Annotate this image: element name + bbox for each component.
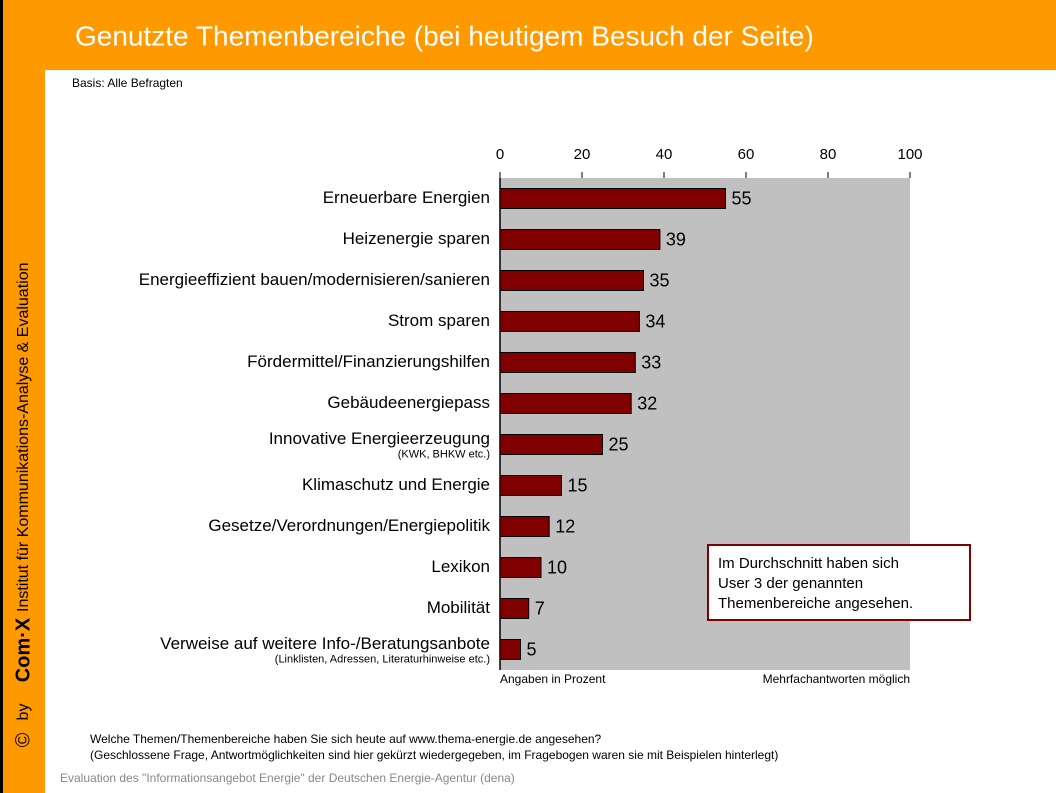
bar [499, 557, 542, 578]
annotation-line: Themenbereiche angesehen. [718, 595, 913, 612]
axis-note-left: Angaben in Prozent [500, 672, 606, 686]
subtitle: Basis: Alle Befragten [72, 76, 183, 90]
category-note: (Linklisten, Adressen, Literaturhinweise… [275, 653, 490, 665]
category-label: Lexikon [431, 557, 490, 576]
bar [499, 475, 562, 496]
question-note: (Geschlossene Frage, Antwortmöglichkeite… [90, 748, 778, 762]
bar [499, 270, 644, 291]
x-tick-label: 0 [496, 146, 504, 163]
bar [499, 393, 632, 414]
bar [499, 188, 726, 209]
footer: Evaluation des "Informationsangebot Ener… [60, 771, 515, 785]
header-band [0, 0, 1056, 70]
category-label: Gebäudeenergiepass [327, 393, 490, 412]
axis-note-right: Mehrfachantworten möglich [763, 672, 910, 686]
category-label: Mobilität [427, 598, 491, 617]
category-label: Fördermittel/Finanzierungshilfen [247, 352, 490, 371]
value-label: 33 [641, 352, 661, 372]
logo: Com·X [12, 617, 34, 682]
bar [499, 598, 530, 619]
value-label: 32 [637, 393, 657, 413]
value-label: 55 [732, 188, 752, 208]
institute: Institut für Kommunikations-Analyse & Ev… [15, 263, 32, 613]
value-label: 35 [650, 270, 670, 290]
value-label: 15 [568, 475, 588, 495]
bar [499, 516, 550, 537]
value-label: 12 [555, 516, 575, 536]
side-band [0, 0, 45, 793]
by-text: by [15, 704, 32, 721]
category-label: Innovative Energieerzeugung [269, 429, 490, 448]
x-tick-label: 60 [738, 146, 755, 163]
annotation-line: Im Durchschnitt haben sich [718, 555, 899, 572]
x-tick-label: 100 [897, 146, 922, 163]
category-label: Energieeffizient bauen/modernisieren/san… [139, 270, 490, 289]
copyright: © [12, 732, 34, 747]
bar [499, 352, 636, 373]
x-tick-label: 40 [656, 146, 673, 163]
left-edge [0, 0, 3, 793]
x-tick-label: 20 [574, 146, 591, 163]
value-label: 39 [666, 229, 686, 249]
bar [499, 311, 640, 332]
category-note: (KWK, BHKW etc.) [398, 448, 490, 460]
category-label: Erneuerbare Energien [323, 188, 490, 207]
value-label: 7 [535, 598, 545, 618]
chart-title: Genutzte Themenbereiche (bei heutigem Be… [75, 20, 814, 51]
value-label: 25 [609, 434, 629, 454]
question: Welche Themen/Themenbereiche haben Sie s… [90, 732, 602, 746]
category-label: Verweise auf weitere Info-/Beratungsanbo… [160, 634, 490, 653]
annotation-line: User 3 der genannten [718, 575, 863, 592]
value-label: 34 [645, 311, 665, 331]
bar [499, 229, 661, 250]
bar [499, 639, 521, 660]
category-label: Gesetze/Verordnungen/Energiepolitik [208, 516, 490, 535]
value-label: 10 [547, 557, 567, 577]
category-label: Klimaschutz und Energie [302, 475, 490, 494]
category-label: Heizenergie sparen [343, 229, 490, 248]
value-label: 5 [527, 639, 537, 659]
bar [499, 434, 603, 455]
sidebar: © by Com·X Institut für Kommunikations-A… [12, 263, 34, 748]
x-tick-label: 80 [820, 146, 837, 163]
annotation-box [707, 544, 971, 621]
category-label: Strom sparen [388, 311, 490, 330]
